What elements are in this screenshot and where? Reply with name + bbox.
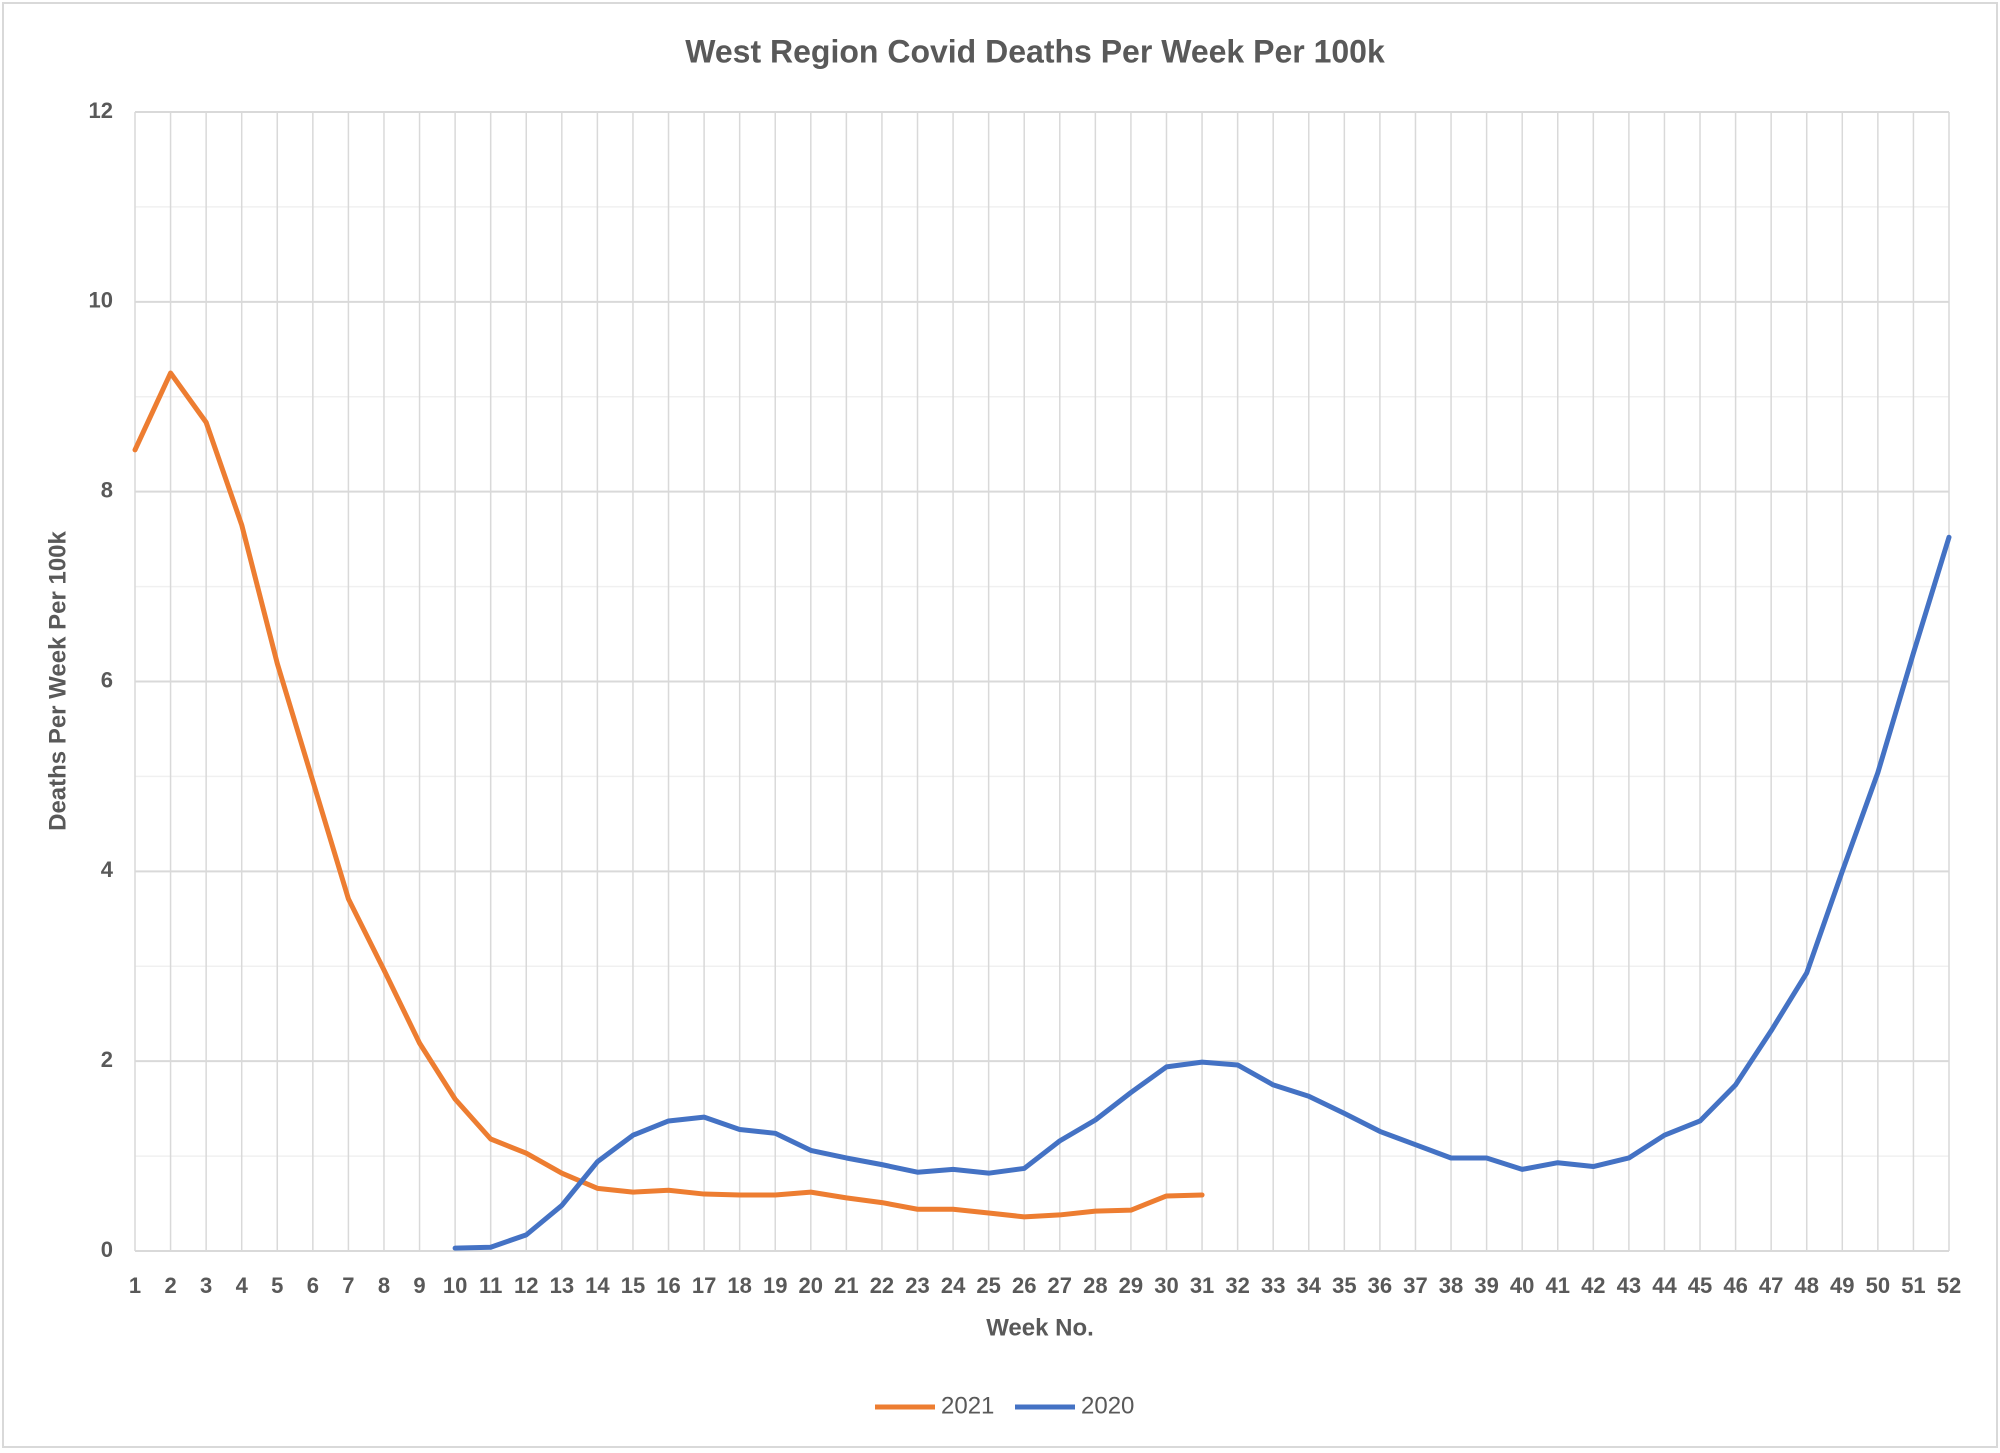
legend-label: 2021 [941,1392,994,1419]
y-axis-label: Deaths Per Week Per 100k [44,530,71,830]
x-tick-label: 2 [164,1273,176,1298]
x-tick-label: 5 [271,1273,283,1298]
x-tick-label: 12 [514,1273,538,1298]
x-tick-label: 51 [1901,1273,1925,1298]
y-tick-label: 0 [101,1237,113,1262]
x-tick-label: 13 [550,1273,574,1298]
x-tick-label: 29 [1119,1273,1143,1298]
x-axis-label: Week No. [986,1314,1094,1341]
x-tick-label: 48 [1794,1273,1818,1298]
x-tick-label: 20 [799,1273,823,1298]
x-tick-label: 16 [656,1273,680,1298]
y-tick-label: 2 [101,1047,113,1072]
x-tick-label: 19 [763,1273,787,1298]
x-tick-label: 50 [1866,1273,1890,1298]
chart-title: West Region Covid Deaths Per Week Per 10… [685,33,1385,69]
y-tick-label: 8 [101,477,113,502]
x-tick-label: 40 [1510,1273,1534,1298]
x-tick-label: 6 [307,1273,319,1298]
x-tick-label: 26 [1012,1273,1036,1298]
x-tick-label: 25 [976,1273,1000,1298]
x-tick-label: 30 [1154,1273,1178,1298]
x-tick-label: 21 [834,1273,858,1298]
y-tick-label: 6 [101,667,113,692]
x-tick-label: 43 [1617,1273,1641,1298]
x-tick-label: 52 [1937,1273,1961,1298]
x-tick-label: 28 [1083,1273,1107,1298]
x-tick-label: 22 [870,1273,894,1298]
x-tick-label: 10 [443,1273,467,1298]
x-tick-label: 39 [1474,1273,1498,1298]
y-tick-label: 12 [89,98,113,123]
x-tick-label: 11 [479,1273,502,1298]
x-tick-label: 24 [941,1273,966,1298]
x-tick-label: 44 [1652,1273,1677,1298]
x-tick-label: 17 [692,1273,716,1298]
x-tick-label: 15 [621,1273,645,1298]
x-tick-label: 3 [200,1273,212,1298]
line-series [452,534,1952,1251]
x-tick-label: 37 [1403,1273,1427,1298]
x-tick-label: 18 [727,1273,751,1298]
x-tick-label: 32 [1225,1273,1249,1298]
x-tick-label: 41 [1546,1273,1570,1298]
x-tick-label: 38 [1439,1273,1463,1298]
x-tick-label: 23 [905,1273,929,1298]
y-tick-label: 4 [101,857,114,882]
x-tick-label: 8 [378,1273,390,1298]
x-tick-label: 31 [1190,1273,1214,1298]
x-tick-label: 36 [1368,1273,1392,1298]
x-tick-label: 33 [1261,1273,1285,1298]
line-series [132,370,1205,1220]
x-tick-label: 35 [1332,1273,1356,1298]
x-tick-label: 27 [1048,1273,1072,1298]
x-tick-label: 42 [1581,1273,1605,1298]
legend-label: 2020 [1081,1392,1134,1419]
x-tick-label: 46 [1723,1273,1747,1298]
x-tick-label: 34 [1297,1273,1322,1298]
x-tick-label: 14 [585,1273,610,1298]
x-tick-label: 9 [413,1273,425,1298]
x-tick-label: 49 [1830,1273,1854,1298]
x-tick-label: 1 [129,1273,141,1298]
x-tick-label: 4 [236,1273,249,1298]
x-tick-label: 47 [1759,1273,1783,1298]
x-tick-label: 45 [1688,1273,1712,1298]
x-tick-label: 7 [342,1273,354,1298]
y-tick-label: 10 [89,288,113,313]
